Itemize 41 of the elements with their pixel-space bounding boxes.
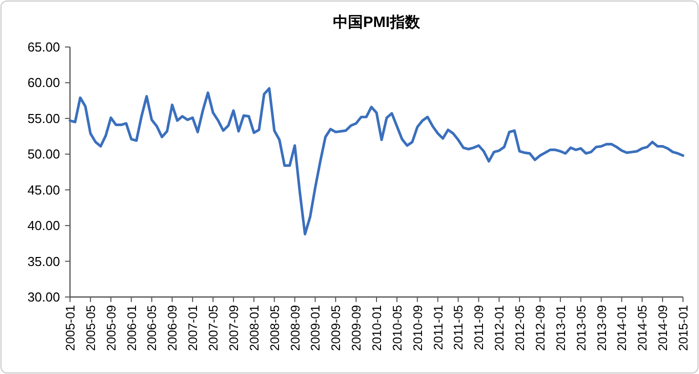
x-tick-label: 2008-01	[247, 304, 262, 351]
x-tick-label: 2013-05	[574, 304, 588, 351]
x-tick-label: 2014-09	[656, 304, 670, 351]
x-tick-label: 2012-05	[513, 304, 528, 351]
x-tick-label: 2011-09	[472, 304, 486, 350]
y-tick-label: 60.00	[27, 75, 60, 90]
x-tick-label: 2006-05	[145, 304, 160, 351]
y-tick-label: 55.00	[27, 110, 60, 126]
x-tick-label: 2006-01	[124, 304, 139, 351]
y-tick-label: 50.00	[27, 146, 60, 162]
x-tick-label: 2011-05	[452, 304, 466, 350]
x-tick-label: 2007-09	[226, 304, 241, 351]
y-tick-label: 35.00	[27, 254, 60, 269]
x-tick-label: 2007-01	[186, 304, 200, 351]
x-tick-label: 2013-01	[554, 304, 568, 351]
y-tick-label: 30.00	[27, 290, 60, 304]
x-tick-label: 2009-09	[350, 304, 364, 351]
x-tick-label: 2010-01	[370, 304, 384, 351]
x-tick-label: 2006-09	[166, 304, 180, 351]
x-tick-label: 2005-05	[84, 304, 98, 351]
y-tick-label: 45.00	[27, 182, 60, 198]
y-tick-label: 40.00	[27, 218, 60, 234]
x-tick-label: 2015-01	[676, 304, 690, 351]
x-tick-label: 2007-05	[206, 304, 221, 351]
x-tick-label: 2014-05	[636, 304, 650, 351]
x-tick-label: 2013-09	[594, 304, 609, 351]
line-series	[68, 87, 684, 236]
y-tick-label: 65.00	[27, 40, 60, 54]
x-tick-label: 2010-05	[390, 304, 404, 351]
x-tick-label: 2012-09	[533, 304, 548, 351]
title: 中国PMI指数	[333, 14, 420, 31]
x-tick-label: 2014-01	[615, 304, 630, 351]
x-tick-label: 2010-09	[410, 304, 425, 351]
x-tick-label: 2005-01	[64, 304, 78, 351]
x-tick-label: 2005-09	[104, 304, 118, 351]
x-tick-label: 2008-05	[268, 304, 282, 351]
x-tick-label: 2008-09	[288, 304, 302, 351]
x-tick-label: 2011-01	[431, 304, 446, 350]
x-tick-label: 2012-01	[492, 304, 507, 351]
x-tick-label: 2009-01	[308, 304, 323, 351]
x-tick-label: 2009-05	[329, 304, 344, 351]
